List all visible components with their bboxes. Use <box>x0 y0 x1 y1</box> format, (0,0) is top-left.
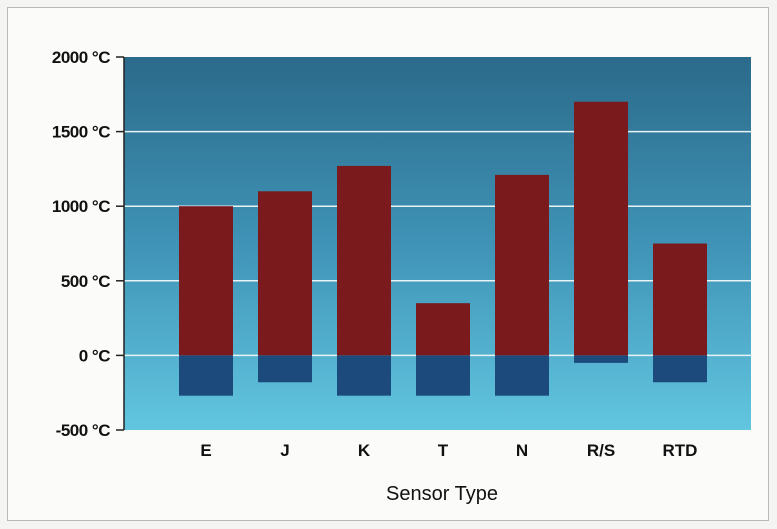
bar-below-zero-k <box>337 355 391 396</box>
bar-below-zero-n <box>495 355 549 396</box>
x-tick-label: N <box>516 441 528 460</box>
bar-above-zero-n <box>495 174 549 356</box>
bar-below-zero-j <box>258 355 312 383</box>
y-tick-label: 2000 °C <box>52 48 110 67</box>
x-tick-label: E <box>200 441 211 460</box>
bar-above-zero-rtd <box>653 243 707 356</box>
bar-below-zero-rs <box>574 355 628 363</box>
y-tick-label: 1500 °C <box>52 123 110 142</box>
y-tick-label: 0 °C <box>79 346 110 365</box>
x-tick-label: R/S <box>587 441 615 460</box>
bar-above-zero-rs <box>574 101 628 356</box>
x-axis-title: Sensor Type <box>386 483 498 505</box>
bar-below-zero-rtd <box>653 355 707 383</box>
bar-below-zero-e <box>179 355 233 396</box>
bar-above-zero-j <box>258 191 312 356</box>
x-tick-label: RTD <box>663 441 698 460</box>
y-tick-label: 500 °C <box>61 272 110 291</box>
x-tick-label: K <box>358 441 371 460</box>
bar-below-zero-t <box>416 355 470 396</box>
bar-above-zero-e <box>179 206 233 356</box>
x-tick-label: J <box>280 441 289 460</box>
y-tick-label: 1000 °C <box>52 197 110 216</box>
y-tick-label: -500 °C <box>56 421 111 440</box>
x-tick-label: T <box>438 441 449 460</box>
bar-above-zero-k <box>337 165 391 356</box>
bar-above-zero-t <box>416 303 470 356</box>
